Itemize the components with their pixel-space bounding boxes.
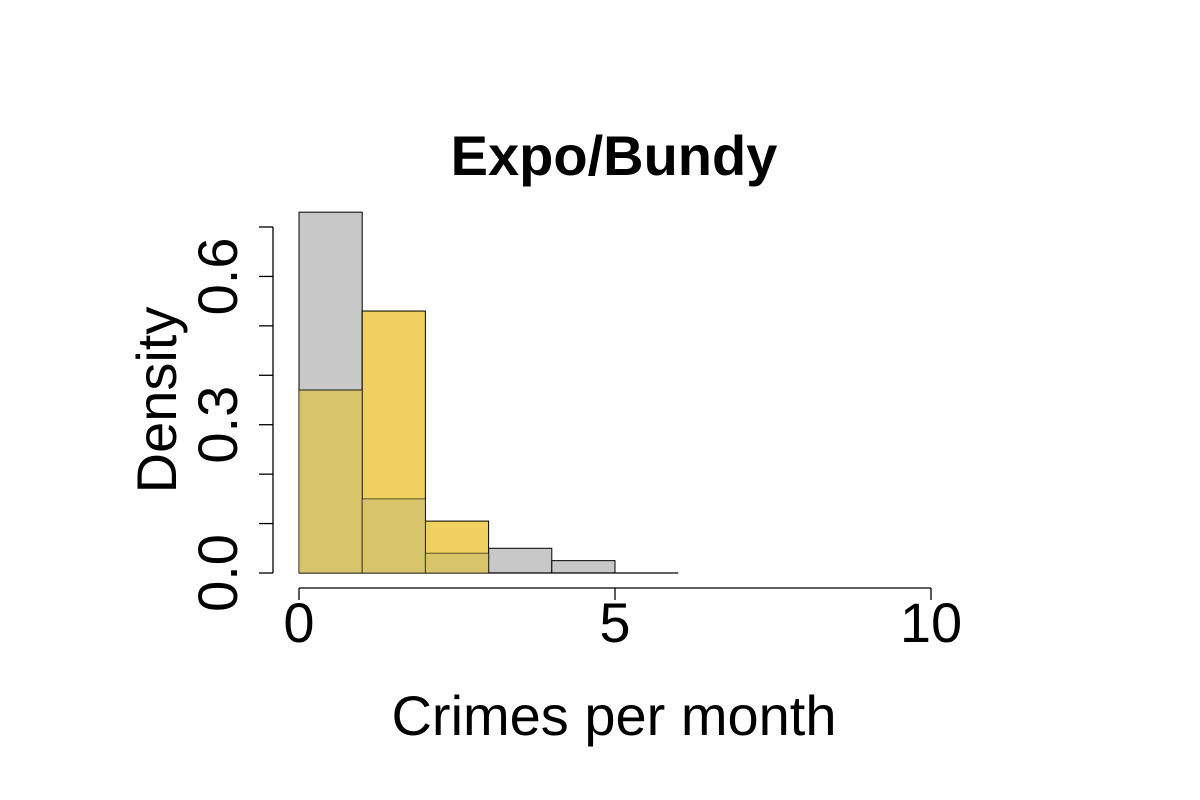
y-tick-label: 0.3 bbox=[186, 386, 249, 464]
overlap-bars bbox=[298, 389, 490, 574]
y-axis: 0.0 0.3 0.6 bbox=[186, 226, 274, 612]
bar-overlap-bin-0 bbox=[298, 389, 363, 574]
x-tick-label: 5 bbox=[599, 591, 630, 654]
bar-overlap-bin-2 bbox=[424, 552, 490, 574]
y-tick-label: 0.6 bbox=[186, 237, 249, 315]
y-axis-label: Density bbox=[125, 307, 188, 494]
bar-grey-bin-4 bbox=[551, 560, 616, 574]
bar-overlap-bin-1 bbox=[361, 498, 426, 574]
chart-title: Expo/Bundy bbox=[451, 124, 778, 187]
bar-grey-bin-3 bbox=[488, 547, 553, 574]
x-tick-label: 10 bbox=[900, 591, 962, 654]
y-tick-label: 0.0 bbox=[186, 534, 249, 612]
x-axis-label: Crimes per month bbox=[391, 684, 836, 747]
x-tick-label: 0 bbox=[283, 591, 314, 654]
x-axis: 0 5 10 bbox=[283, 587, 962, 654]
